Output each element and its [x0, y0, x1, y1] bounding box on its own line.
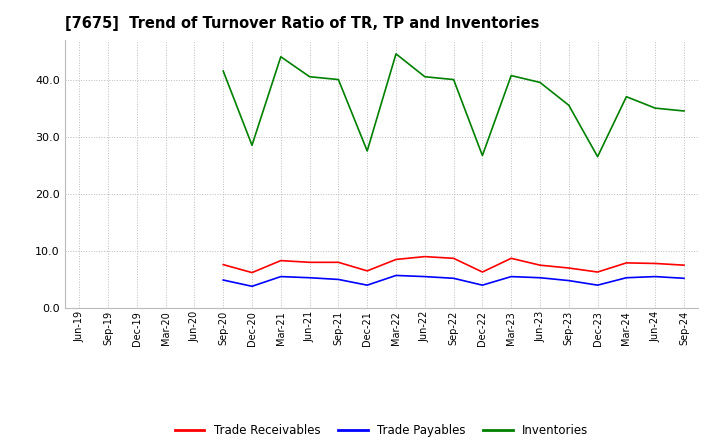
Trade Payables [593, 282, 602, 288]
Inventories [248, 143, 256, 148]
Trade Payables [622, 275, 631, 280]
Trade Payables [392, 273, 400, 278]
Inventories [593, 154, 602, 159]
Trade Payables [507, 274, 516, 279]
Trade Receivables [363, 268, 372, 274]
Trade Receivables [305, 260, 314, 265]
Trade Receivables [478, 269, 487, 275]
Trade Receivables [507, 256, 516, 261]
Trade Receivables [334, 260, 343, 265]
Trade Receivables [219, 262, 228, 267]
Inventories [363, 148, 372, 154]
Inventories [564, 103, 573, 108]
Trade Receivables [536, 263, 544, 268]
Trade Receivables [276, 258, 285, 263]
Inventories [449, 77, 458, 82]
Trade Payables [248, 284, 256, 289]
Inventories [305, 74, 314, 79]
Trade Payables [363, 282, 372, 288]
Trade Receivables [449, 256, 458, 261]
Inventories [276, 54, 285, 59]
Trade Payables [334, 277, 343, 282]
Trade Receivables [564, 265, 573, 271]
Inventories [334, 77, 343, 82]
Line: Inventories: Inventories [223, 54, 684, 157]
Text: [7675]  Trend of Turnover Ratio of TR, TP and Inventories: [7675] Trend of Turnover Ratio of TR, TP… [65, 16, 539, 32]
Trade Payables [276, 274, 285, 279]
Trade Payables [449, 276, 458, 281]
Line: Trade Payables: Trade Payables [223, 275, 684, 286]
Trade Payables [478, 282, 487, 288]
Inventories [420, 74, 429, 79]
Inventories [622, 94, 631, 99]
Trade Receivables [593, 269, 602, 275]
Trade Receivables [622, 260, 631, 265]
Legend: Trade Receivables, Trade Payables, Inventories: Trade Receivables, Trade Payables, Inven… [170, 419, 593, 440]
Trade Payables [564, 278, 573, 283]
Trade Payables [651, 274, 660, 279]
Line: Trade Receivables: Trade Receivables [223, 257, 684, 273]
Trade Receivables [248, 270, 256, 275]
Trade Receivables [680, 263, 688, 268]
Inventories [536, 80, 544, 85]
Trade Payables [680, 276, 688, 281]
Inventories [219, 68, 228, 73]
Trade Payables [420, 274, 429, 279]
Inventories [507, 73, 516, 78]
Trade Receivables [651, 261, 660, 266]
Trade Receivables [420, 254, 429, 259]
Inventories [478, 153, 487, 158]
Trade Payables [305, 275, 314, 280]
Trade Receivables [392, 257, 400, 262]
Inventories [651, 106, 660, 111]
Trade Payables [536, 275, 544, 280]
Trade Payables [219, 277, 228, 282]
Inventories [680, 108, 688, 114]
Inventories [392, 51, 400, 56]
